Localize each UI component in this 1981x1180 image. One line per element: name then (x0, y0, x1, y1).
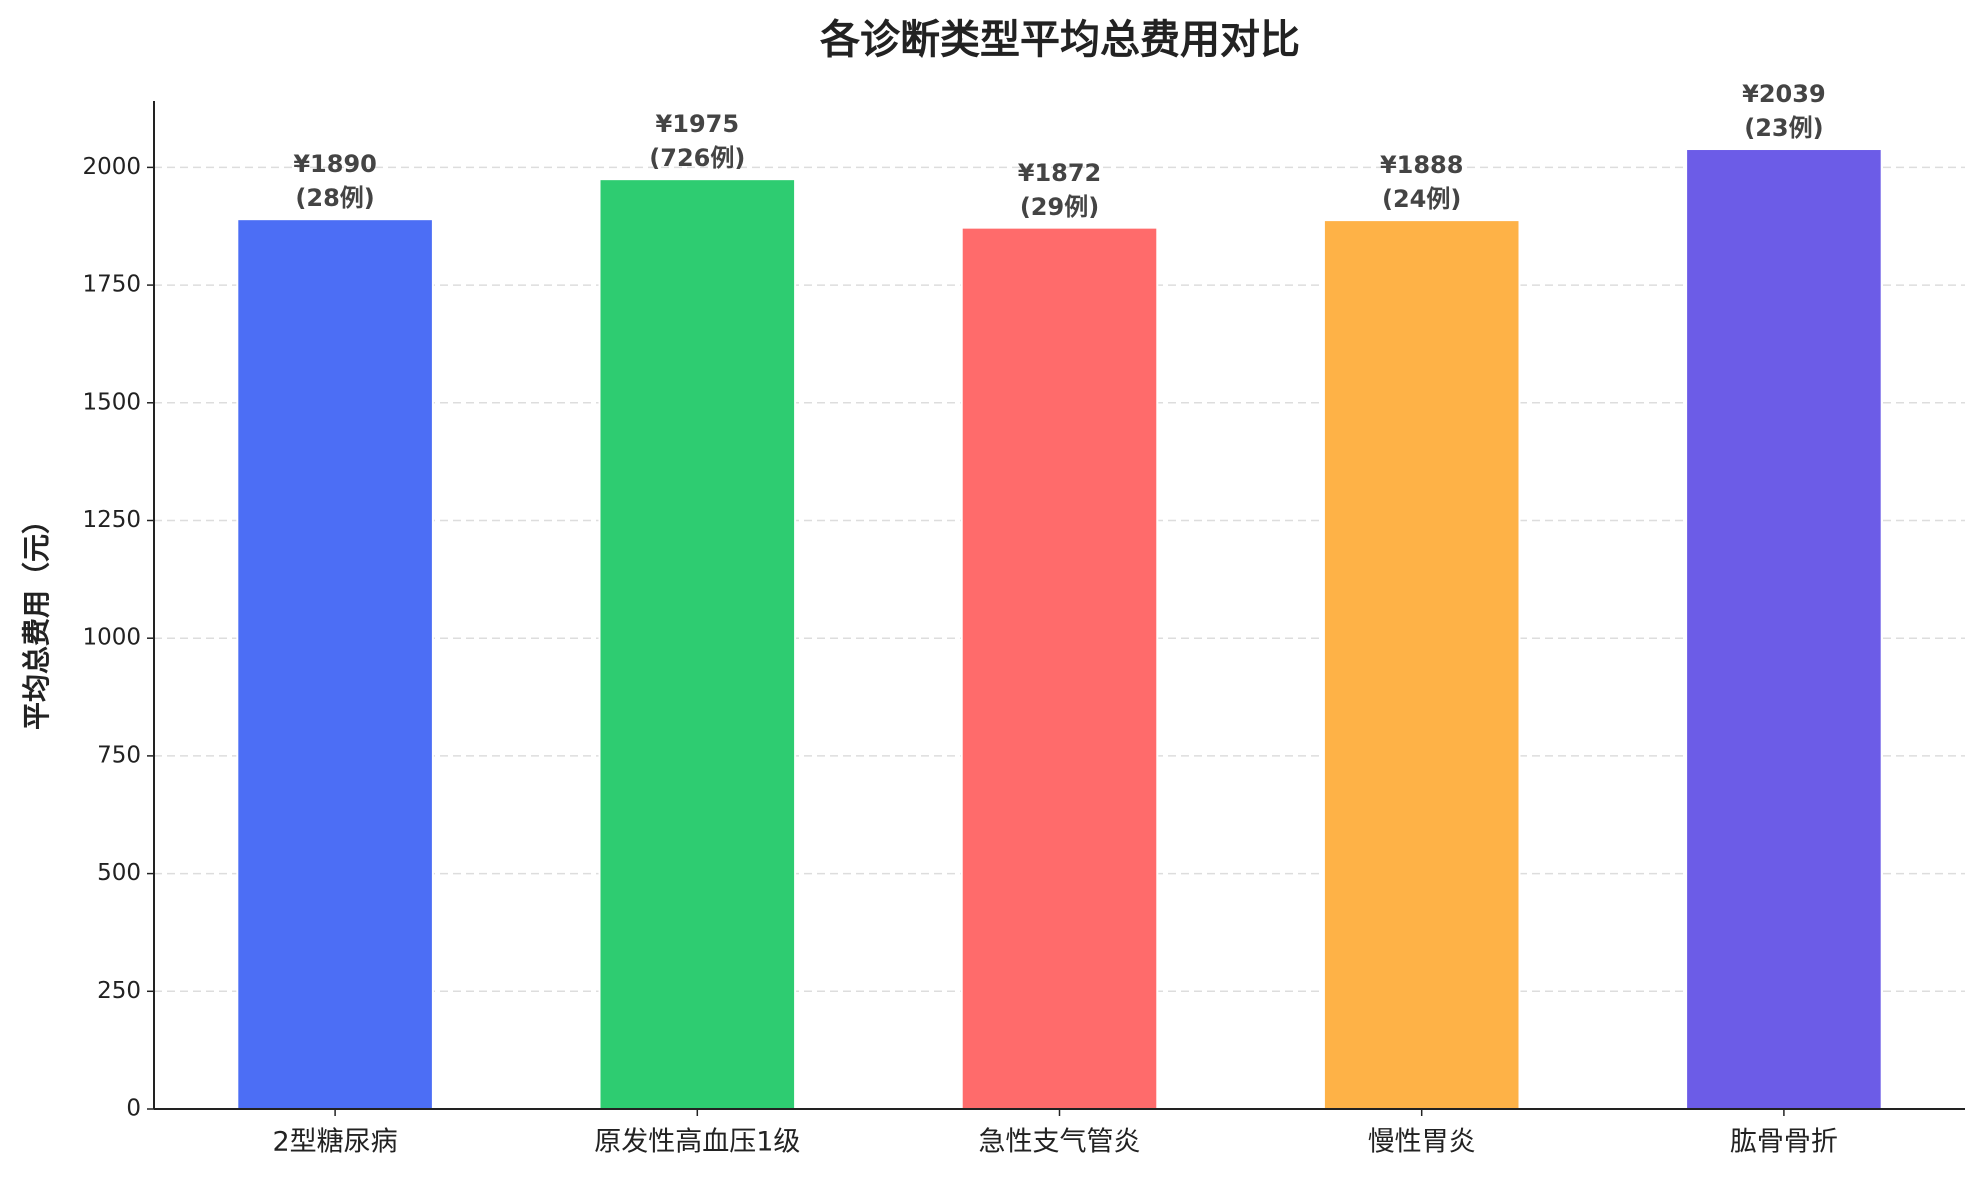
value-label: ¥1975 (726例) (649, 110, 746, 173)
value-label: ¥1872 (29例) (1017, 158, 1102, 221)
y-tick-label: 0 (126, 1096, 141, 1122)
value-label: ¥1890 (28例) (293, 150, 377, 213)
bar (1685, 148, 1883, 1111)
y-tick-label: 1000 (82, 625, 141, 651)
y-tick-label: 500 (97, 860, 141, 886)
x-tick-label: 原发性高血压1级 (594, 1127, 800, 1158)
value-label: ¥2039 (23例) (1742, 80, 1826, 143)
x-tick-label: 急性支气管炎 (979, 1127, 1141, 1158)
y-tick-label: 750 (97, 742, 141, 768)
x-tick-label: 2型糖尿病 (273, 1127, 398, 1158)
value-label: ¥1888 (24例) (1379, 151, 1464, 214)
x-tick-label: 肱骨骨折 (1730, 1127, 1838, 1158)
bar (236, 218, 434, 1111)
chart-title: 各诊断类型平均总费用对比 (820, 17, 1300, 63)
y-tick-label: 2000 (82, 154, 141, 180)
x-tick-label: 慢性胃炎 (1368, 1127, 1476, 1158)
y-tick-label: 250 (97, 978, 141, 1004)
y-tick-label: 1750 (82, 272, 141, 298)
y-axis-label: 平均总费用（元） (20, 506, 53, 730)
y-tick-label: 1500 (82, 389, 141, 415)
y-tick-label: 1250 (82, 507, 141, 533)
bar (960, 226, 1159, 1111)
bar (1322, 219, 1521, 1110)
bar (598, 178, 797, 1111)
